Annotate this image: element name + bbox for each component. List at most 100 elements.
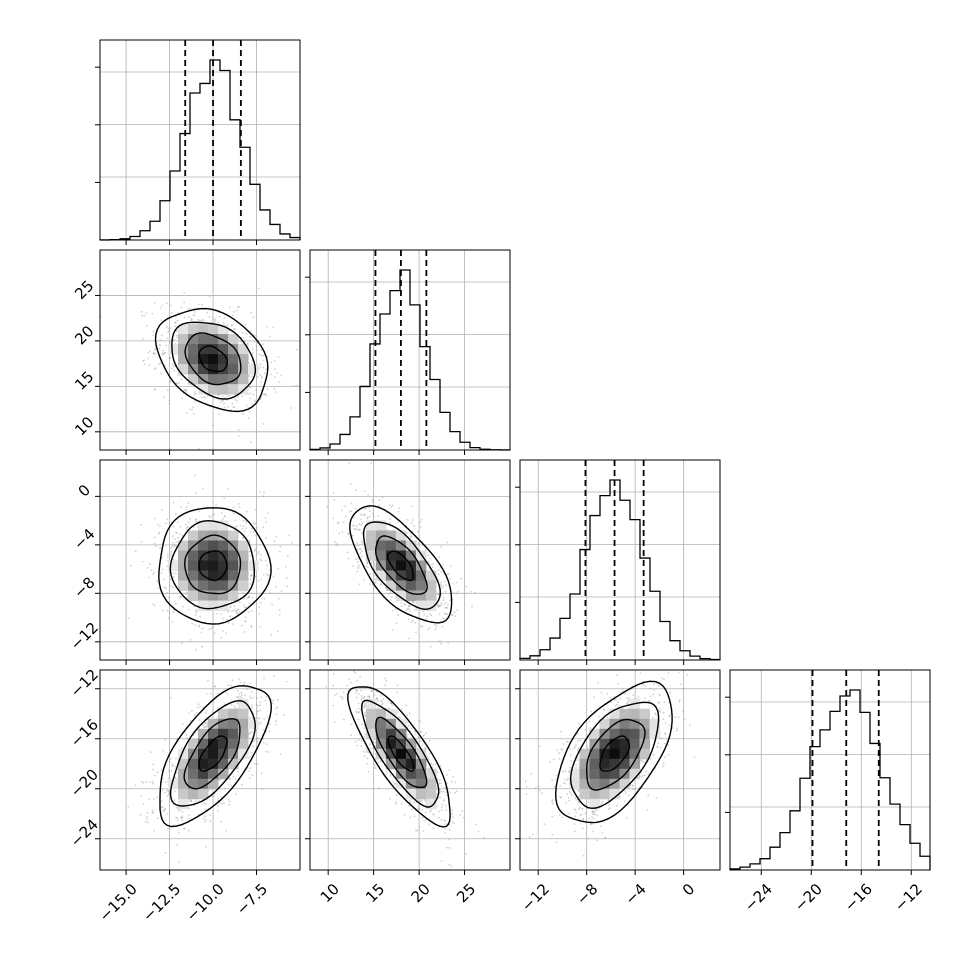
scatter-point — [357, 739, 360, 741]
scatter-point — [597, 715, 600, 718]
density-cell — [208, 364, 219, 375]
scatter-point — [175, 382, 178, 385]
scatter-point — [385, 771, 388, 773]
scatter-point — [361, 531, 363, 534]
scatter-point — [215, 613, 218, 615]
scatter-point — [261, 788, 264, 790]
scatter-point — [175, 531, 177, 533]
density-cell — [178, 798, 189, 810]
scatter-point — [278, 609, 281, 611]
scatter-point — [140, 780, 143, 783]
density-cell — [228, 354, 239, 365]
scatter-point — [288, 534, 291, 536]
scatter-point — [387, 701, 389, 703]
scatter-point — [410, 736, 413, 739]
scatter-point — [262, 354, 265, 357]
scatter-point — [248, 541, 251, 544]
scatter-point — [186, 506, 188, 508]
scatter-point — [449, 599, 452, 602]
scatter-point — [152, 352, 155, 355]
scatter-point — [332, 492, 335, 494]
scatter-point — [350, 510, 353, 513]
scatter-point — [357, 567, 360, 570]
scatter-point — [282, 714, 285, 717]
scatter-point — [428, 810, 431, 813]
scatter-point — [237, 435, 240, 437]
scatter-point — [265, 743, 268, 745]
density-cell — [208, 738, 219, 750]
scatter-point — [234, 328, 237, 330]
scatter-point — [166, 795, 169, 798]
scatter-point — [181, 534, 184, 537]
scatter-point — [165, 326, 168, 329]
scatter-point — [418, 611, 420, 614]
scatter-point — [258, 626, 261, 628]
scatter-point — [185, 389, 188, 392]
scatter-point — [377, 700, 379, 703]
scatter-point — [142, 781, 145, 784]
scatter-point — [615, 699, 617, 701]
density-cell — [198, 530, 209, 541]
scatter-point — [388, 707, 391, 710]
scatter-point — [236, 525, 238, 527]
scatter-point — [188, 807, 191, 810]
scatter-point — [374, 767, 377, 769]
scatter-point — [161, 352, 164, 355]
scatter-point — [438, 782, 441, 785]
scatter-point — [245, 510, 248, 513]
scatter-point — [161, 778, 164, 780]
scatter-point — [286, 576, 288, 579]
scatter-point — [541, 792, 543, 795]
scatter-point — [428, 739, 431, 742]
scatter-point — [441, 803, 444, 806]
scatter-point — [390, 506, 393, 509]
scatter-point — [145, 818, 148, 820]
scatter-point — [250, 312, 253, 314]
scatter-point — [205, 819, 208, 821]
panel-frame — [99, 39, 301, 241]
scatter-point — [358, 583, 361, 586]
scatter-point — [373, 694, 376, 696]
scatter-point — [384, 684, 387, 687]
scatter-point — [249, 731, 252, 734]
density-cell — [405, 768, 417, 780]
scatter-point — [226, 618, 229, 621]
scatter-point — [280, 590, 283, 592]
scatter-point — [178, 533, 181, 536]
scatter-point — [252, 740, 255, 743]
scatter-point — [400, 605, 403, 607]
scatter-point — [240, 341, 243, 343]
scatter-point — [205, 725, 207, 728]
scatter-point — [152, 763, 155, 766]
scatter-point — [372, 501, 374, 503]
scatter-point — [265, 696, 268, 698]
density-cell — [218, 324, 229, 335]
scatter-point — [432, 813, 435, 816]
scatter-point — [414, 730, 416, 733]
scatter-point — [440, 819, 443, 821]
scatter-point — [419, 720, 422, 723]
density-cell — [405, 738, 417, 750]
scatter-point — [171, 763, 174, 766]
scatter-point — [191, 622, 194, 625]
density-cell — [228, 718, 239, 730]
histogram-panel-2 — [305, 249, 511, 451]
scatter-point — [159, 362, 162, 365]
scatter-point — [205, 803, 208, 806]
scatter-point — [208, 295, 211, 298]
scatter-point — [446, 774, 448, 776]
density-cell — [385, 570, 397, 581]
scatter-point — [356, 570, 358, 573]
scatter-point — [393, 783, 396, 785]
scatter-point — [347, 557, 350, 560]
scatter-point — [189, 799, 192, 801]
scatter-point — [409, 535, 412, 538]
scatter-point — [248, 777, 251, 780]
density-cell — [198, 324, 209, 335]
density-cell — [198, 364, 209, 375]
scatter-point — [359, 548, 362, 551]
scatter-point — [208, 628, 211, 631]
scatter-point — [154, 367, 157, 369]
scatter-point — [361, 697, 363, 700]
scatter-point — [163, 396, 165, 398]
